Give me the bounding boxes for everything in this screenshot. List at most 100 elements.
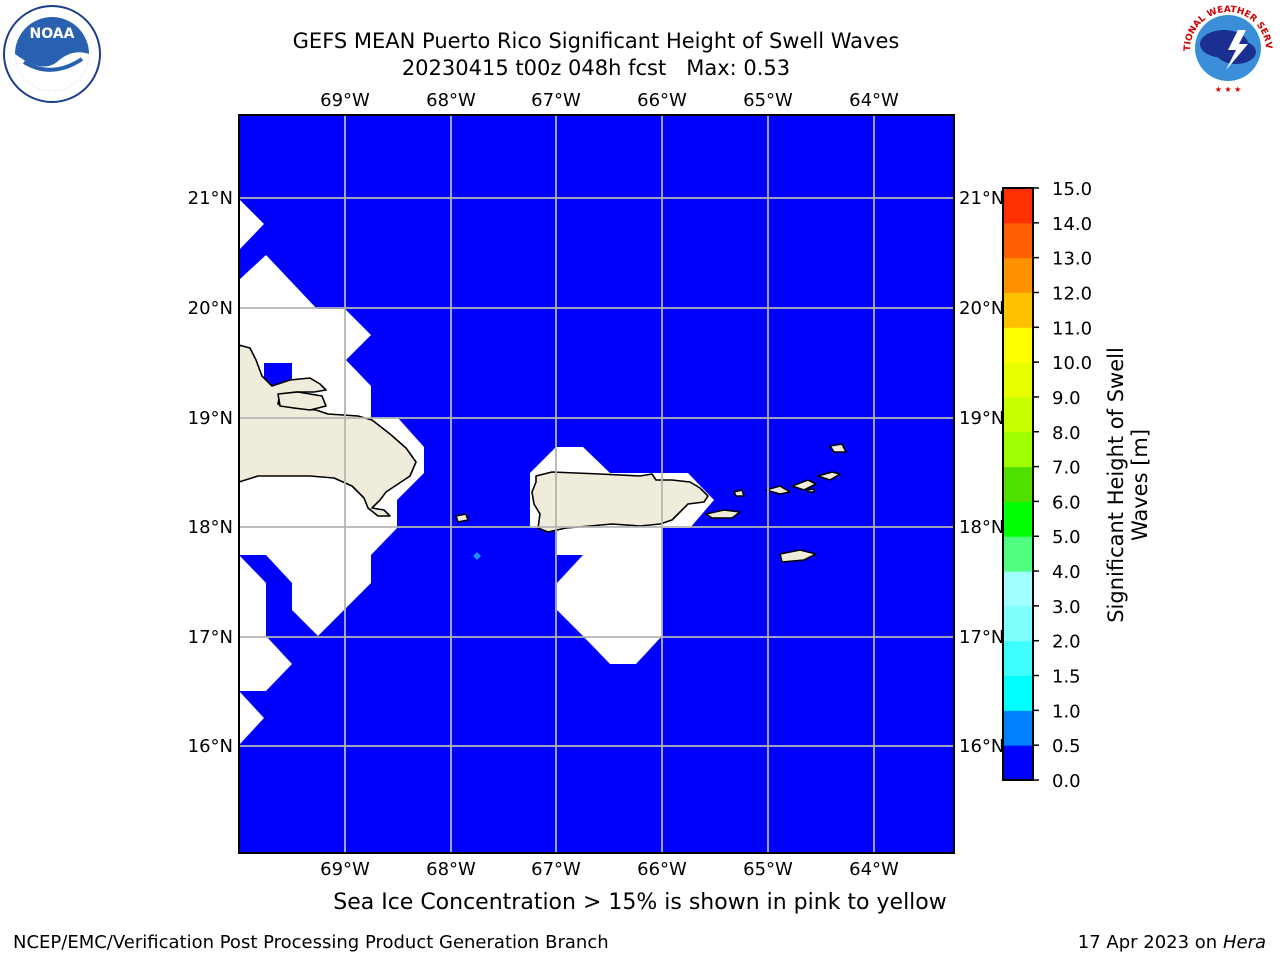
chart-title: GEFS MEAN Puerto Rico Significant Height… [292,29,900,53]
colorbar-cell [1003,327,1033,363]
colorbar-tick-label: 14.0 [1052,214,1092,235]
colorbar-cell [1003,675,1033,711]
vieques-island [705,509,741,519]
colorbar-cell [1003,466,1033,502]
lat-label: 19°N [959,408,1004,429]
mona-island [455,513,469,523]
colorbar-cell [1003,605,1033,642]
nws-logo-stars-icon: ★ ★ ★ [1215,85,1242,94]
lat-label: 16°N [188,736,233,757]
st-john-island [791,479,817,491]
noaa-logo: NOAA [2,4,102,104]
lon-label: 68°W [426,90,476,111]
culebra-island [733,489,745,497]
colorbar-cell [1003,222,1033,259]
colorbar-tick-label: 10.0 [1052,353,1092,374]
lon-label: 69°W [320,90,370,111]
colorbar-tick-label: 3.0 [1052,597,1081,618]
colorbar-label-line2: Waves [m] [1128,429,1152,541]
colorbar-cell [1003,571,1033,607]
colorbar-tick-label: 5.0 [1052,527,1081,548]
footer-branch: NCEP/EMC/Verification Post Processing Pr… [13,932,609,953]
noaa-logo-text: NOAA [30,26,75,42]
land [238,344,847,563]
lat-label: 17°N [959,627,1004,648]
colorbar-cell [1003,292,1033,328]
colorbar-tick-label: 0.0 [1052,771,1081,792]
lat-label: 16°N [959,736,1004,757]
footer-date-text: 17 Apr 2023 on [1077,932,1223,953]
colorbar-tick-label: 4.0 [1052,562,1081,583]
anegada-island [829,443,847,453]
lon-label: 66°W [637,90,687,111]
lat-label: 18°N [188,517,233,538]
colorbar-cell [1003,396,1033,433]
tortola-island [817,471,841,481]
lon-label: 65°W [743,859,793,880]
st-thomas-island [765,485,791,495]
footer-date: 17 Apr 2023 on Hera [1078,932,1266,953]
colorbar-cell [1003,501,1033,537]
colorbar-cell [1003,257,1033,293]
colorbar-tick-label: 0.5 [1052,736,1081,757]
nws-logo-graphic: NATIONAL WEATHER SERVICE ★ ★ ★ [1174,0,1273,94]
lat-labels-left: 21°N 20°N 19°N 18°N 17°N 16°N [188,188,233,757]
colorbar-cell [1003,745,1033,781]
lon-labels-bottom: 69°W 68°W 67°W 66°W 65°W 64°W [320,859,899,880]
colorbar-cell [1003,710,1033,746]
lon-label: 67°W [531,90,581,111]
colorbar-tick-label: 15.0 [1052,179,1092,200]
colorbar-cell [1003,188,1033,224]
colorbar-label-line1: Significant Height of Swell [1104,347,1128,623]
lon-label: 68°W [426,859,476,880]
colorbar-cell [1003,536,1033,572]
map-frame [238,114,955,854]
colorbar-tick-label: 1.5 [1052,667,1081,688]
lat-label: 21°N [188,188,233,209]
lon-label: 67°W [531,859,581,880]
lon-label: 65°W [743,90,793,111]
map-grid [239,115,954,853]
masked-region [239,555,292,691]
colorbar-tick-label: 7.0 [1052,458,1081,479]
nws-logo: NATIONAL WEATHER SERVICE ★ ★ ★ [1174,0,1278,100]
colorbar-frame [1002,187,1034,781]
colorbar [1003,188,1033,781]
st-croix-island [779,549,817,563]
puerto-rico-land [531,471,709,533]
lat-label: 20°N [188,298,233,319]
colorbar-tick-label: 8.0 [1052,423,1081,444]
colorbar-cell [1003,362,1033,398]
footer-host: Hera [1222,932,1266,953]
sea-ice-note: Sea Ice Concentration > 15% is shown in … [333,890,947,915]
tortuga-island [277,391,327,411]
lat-label: 21°N [959,188,1004,209]
colorbar-cell [1003,640,1033,677]
hispaniola-land [238,344,417,517]
colorbar-label: Significant Height of Swell Waves [m] [1104,347,1152,623]
small-island [807,488,815,493]
colorbar-tick-label: 1.0 [1052,701,1081,722]
masked-region [239,691,264,745]
colorbar-tick-label: 12.0 [1052,283,1092,304]
lat-label: 20°N [959,298,1004,319]
lat-label: 19°N [188,408,233,429]
lat-label: 17°N [188,627,233,648]
lon-label: 64°W [849,90,899,111]
colorbar-tick-label: 11.0 [1052,318,1092,339]
swell-max-cell [473,552,481,560]
colorbar-cell [1003,431,1033,468]
colorbar-tick-label: 6.0 [1052,492,1081,513]
colorbar-tick-label: 13.0 [1052,249,1092,270]
masked-region [239,199,264,250]
colorbar-ticks: 0.0 0.5 1.0 1.5 2.0 3.0 4.0 5.0 6.0 7.0 8.0 9.0 10.0… [1033,179,1092,792]
lon-labels-top: 69°W 68°W 67°W 66°W 65°W 64°W [320,90,899,111]
colorbar-tick-label: 2.0 [1052,632,1081,653]
colorbar-tick-label: 9.0 [1052,388,1081,409]
lon-label: 66°W [637,859,687,880]
noaa-logo-graphic: NOAA [3,5,101,103]
chart-subtitle: 20230415 t00z 048h fcst Max: 0.53 [401,56,791,80]
lon-label: 64°W [849,859,899,880]
lat-label: 18°N [959,517,1004,538]
